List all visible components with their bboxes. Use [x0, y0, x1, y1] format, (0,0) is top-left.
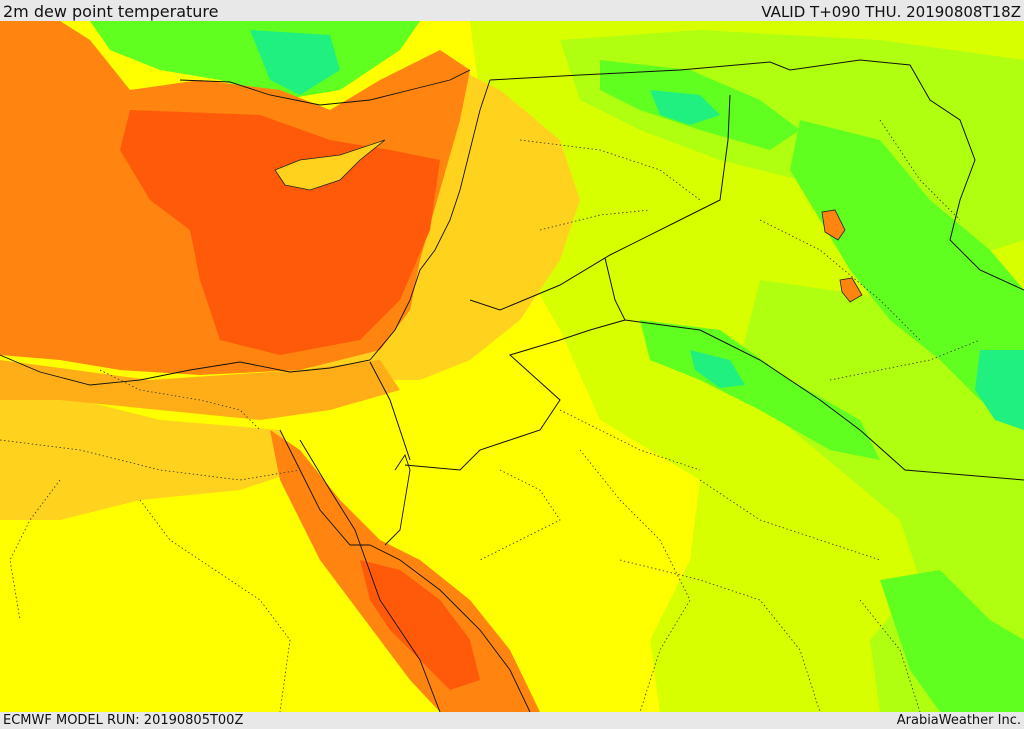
cyan-patch-iraq: [975, 350, 1024, 430]
map-title: 2m dew point temperature: [3, 2, 219, 21]
footer-bar: ECMWF MODEL RUN: 20190805T00Z ArabiaWeat…: [0, 712, 1024, 729]
iraq-lake-1: [821, 209, 846, 241]
valid-time-label: VALID T+090 THU. 20190808T18Z: [761, 3, 1021, 21]
map-canvas: [0, 21, 1024, 712]
gold-zone-egypt: [0, 380, 300, 520]
orange-gulf-of-suez: [280, 440, 350, 555]
cyan-patch-jordan: [690, 350, 745, 388]
gold-zone-levant: [300, 60, 580, 380]
green-patch-turkey: [90, 21, 420, 100]
model-run-label: ECMWF MODEL RUN: 20190805T00Z: [3, 713, 244, 728]
dark-orange-red-sea-core: [360, 560, 480, 690]
dark-orange-sea-core: [120, 110, 440, 355]
dew-point-map[interactable]: [0, 21, 1024, 712]
orange-yellow-coast: [0, 360, 400, 420]
green-patch-southeast: [880, 570, 1024, 712]
cyprus-island: [274, 139, 386, 191]
cyan-patch-turkey: [250, 30, 340, 95]
header-bar: 2m dew point temperature VALID T+090 THU…: [0, 0, 1024, 21]
orange-red-sea: [270, 430, 540, 712]
green-band-iraq: [790, 120, 1024, 420]
admin-boundaries: [0, 119, 981, 712]
national-borders: [369, 59, 1024, 481]
coastlines: [0, 69, 531, 712]
iraq-lake-2: [839, 277, 863, 303]
credit-label: ArabiaWeather Inc.: [896, 713, 1021, 728]
cyan-patch-syria: [650, 90, 720, 125]
